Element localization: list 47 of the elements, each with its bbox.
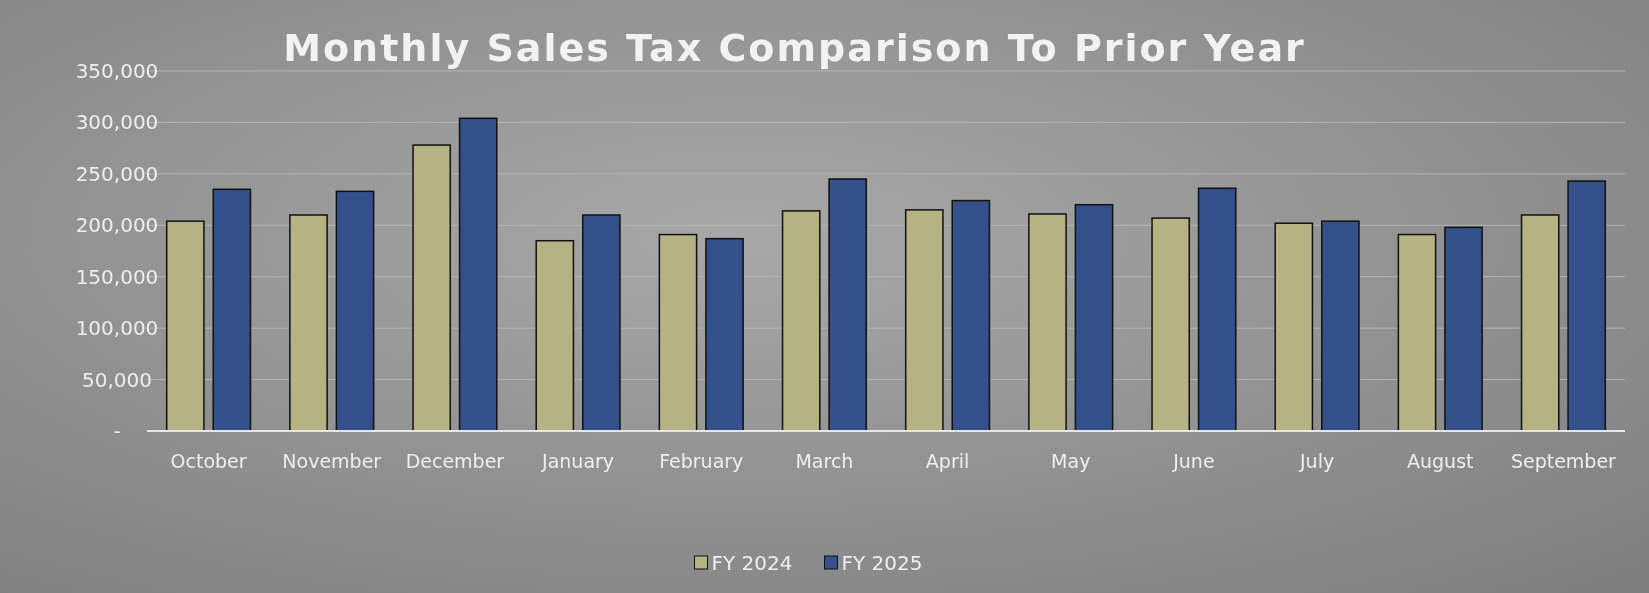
x-tick-label: December <box>405 449 505 472</box>
y-tick-label: 200,000 <box>75 213 159 238</box>
bar <box>1567 180 1607 432</box>
x-tick-label: June <box>1172 449 1215 472</box>
x-tick-label: April <box>925 449 970 472</box>
legend-label: FY 2025 <box>841 551 923 575</box>
x-tick-label: August <box>1407 449 1474 472</box>
x-tick-label: July <box>1299 449 1335 472</box>
y-tick-label: 350,000 <box>75 59 159 83</box>
chart-title: Monthly Sales Tax Comparison To Prior Year <box>283 26 1306 71</box>
bar <box>828 178 868 432</box>
bar <box>904 209 944 432</box>
x-tick-label: February <box>659 449 744 472</box>
y-tick-label: 50,000 <box>82 367 152 392</box>
y-tick-label: 150,000 <box>75 264 159 289</box>
bar <box>1397 233 1437 432</box>
x-tick-label: May <box>1051 449 1091 472</box>
bar <box>412 144 452 432</box>
y-tick-label: 300,000 <box>75 110 159 135</box>
x-tick-label: September <box>1510 449 1617 472</box>
bar <box>212 188 252 432</box>
bar <box>1197 187 1237 432</box>
x-tick-label: October <box>170 449 247 472</box>
bar <box>165 220 205 432</box>
bar <box>781 210 821 432</box>
bar <box>658 233 698 432</box>
x-tick-label: March <box>795 449 854 472</box>
bar <box>1151 217 1191 432</box>
bar <box>289 214 328 432</box>
bar <box>1028 213 1067 432</box>
x-tick-label: January <box>541 449 615 472</box>
bar <box>1274 222 1314 432</box>
bar <box>1520 214 1560 432</box>
bar <box>951 199 991 432</box>
bar <box>1444 226 1483 432</box>
y-tick-label: 250,000 <box>75 161 159 186</box>
bar <box>705 237 744 432</box>
y-tick-label: - <box>113 419 121 443</box>
y-tick-label: 100,000 <box>75 316 159 341</box>
bar <box>458 117 498 432</box>
bar <box>1320 220 1360 432</box>
bar <box>535 239 575 432</box>
bar <box>581 214 621 432</box>
x-tick-label: November <box>282 449 382 472</box>
legend-label: FY 2024 <box>711 551 793 575</box>
bar <box>335 190 375 432</box>
bar <box>1074 203 1114 432</box>
